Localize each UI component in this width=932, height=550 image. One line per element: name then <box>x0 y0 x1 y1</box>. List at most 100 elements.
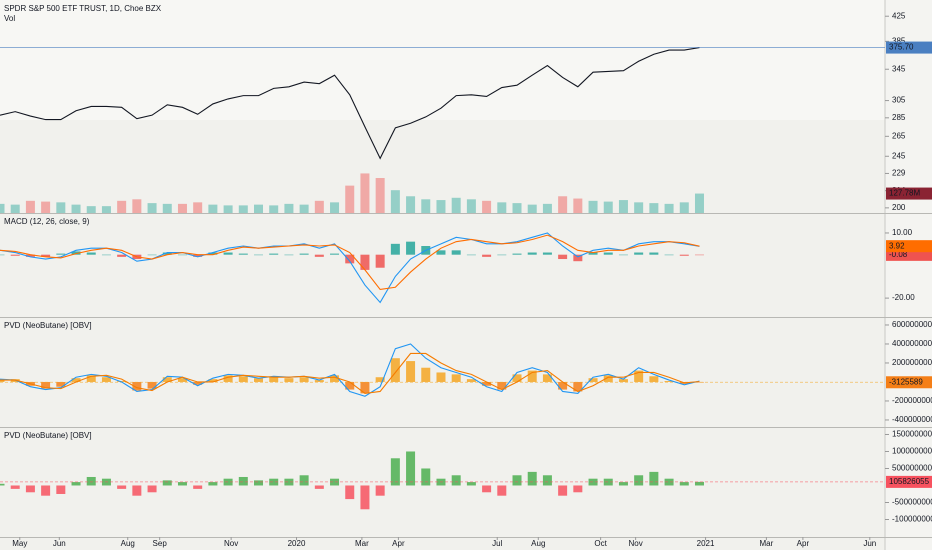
bar <box>558 485 568 496</box>
bar <box>284 254 294 256</box>
bar <box>299 475 309 486</box>
bar <box>588 378 598 382</box>
bar <box>56 253 66 255</box>
bar <box>0 483 5 486</box>
bar <box>542 252 552 255</box>
bar <box>451 250 461 255</box>
last-value-tag <box>886 41 932 54</box>
bar <box>314 380 324 382</box>
bar <box>451 197 461 213</box>
bar <box>162 480 172 486</box>
x-tick-label: Aug <box>121 539 135 548</box>
bar <box>71 204 81 213</box>
y-tick-label: 285 <box>892 113 906 122</box>
bar <box>664 381 674 382</box>
bar <box>345 485 355 500</box>
bar <box>649 471 659 486</box>
bar <box>254 378 264 382</box>
bar <box>117 254 127 257</box>
bar <box>223 478 233 486</box>
last-value-label: -3125589 <box>889 377 923 386</box>
bar <box>101 254 111 256</box>
bar <box>330 253 340 255</box>
bar <box>147 203 157 213</box>
y-tick-label: -1000000000 <box>892 515 932 524</box>
series-line <box>0 232 700 304</box>
bar <box>223 252 233 255</box>
bar <box>147 381 157 389</box>
bar <box>238 476 248 486</box>
bar <box>132 381 142 391</box>
bar <box>421 468 431 486</box>
bar <box>482 254 492 257</box>
bar <box>193 485 203 489</box>
y-tick-label: -500000000 <box>892 498 932 507</box>
bar <box>41 485 51 496</box>
bar <box>436 372 446 382</box>
bar <box>649 376 659 382</box>
bar <box>314 254 324 257</box>
x-tick-label: Jun <box>53 539 66 548</box>
bar <box>193 254 203 257</box>
x-tick-label: Oct <box>594 539 607 548</box>
bar <box>330 202 340 213</box>
bar <box>299 377 309 382</box>
bar <box>41 254 51 257</box>
bar <box>603 375 613 382</box>
bar <box>299 204 309 213</box>
bar <box>284 203 294 213</box>
y-tick-label: 200000000 <box>892 358 932 367</box>
bar <box>375 377 385 382</box>
bar <box>10 204 20 213</box>
bar <box>375 485 385 496</box>
bar <box>527 370 537 382</box>
bar <box>10 485 20 489</box>
bar <box>208 252 218 255</box>
bar <box>694 193 704 213</box>
bar <box>147 485 157 493</box>
bar <box>177 482 187 486</box>
y-tick-label: 229 <box>892 169 906 178</box>
x-tick-label: Nov <box>629 539 643 548</box>
x-tick-label: Sep <box>153 539 168 548</box>
bar <box>132 199 142 213</box>
x-tick-label: Apr <box>797 539 810 548</box>
x-tick-label: Jul <box>492 539 502 548</box>
y-tick-label: 245 <box>892 151 906 160</box>
bar <box>603 252 613 255</box>
bar <box>542 203 552 213</box>
bar <box>56 202 66 213</box>
last-value-label: 3.92 <box>889 241 905 250</box>
bar <box>527 471 537 486</box>
bar <box>649 252 659 255</box>
bar <box>390 190 400 213</box>
bar <box>618 254 628 256</box>
last-value-tag <box>886 187 932 200</box>
bar <box>527 252 537 255</box>
bar <box>330 375 340 382</box>
bar <box>512 374 522 382</box>
bar <box>177 254 187 256</box>
bar <box>421 199 431 213</box>
bar <box>664 478 674 486</box>
bar <box>390 358 400 382</box>
bar <box>603 201 613 213</box>
series-line <box>0 47 700 160</box>
bar <box>208 204 218 213</box>
x-tick-label: Mar <box>355 539 369 548</box>
bar <box>694 481 704 486</box>
bar <box>421 367 431 382</box>
bar <box>390 458 400 486</box>
bar <box>451 475 461 486</box>
bar <box>330 478 340 486</box>
bar <box>101 377 111 382</box>
bar <box>177 203 187 213</box>
bar <box>573 198 583 213</box>
bar <box>117 200 127 213</box>
bar <box>558 254 568 260</box>
pane-title: PVD (NeoButane) [OBV] <box>4 321 92 330</box>
bar <box>482 200 492 213</box>
bar <box>694 381 704 383</box>
bar <box>10 254 20 256</box>
bar <box>56 485 66 494</box>
